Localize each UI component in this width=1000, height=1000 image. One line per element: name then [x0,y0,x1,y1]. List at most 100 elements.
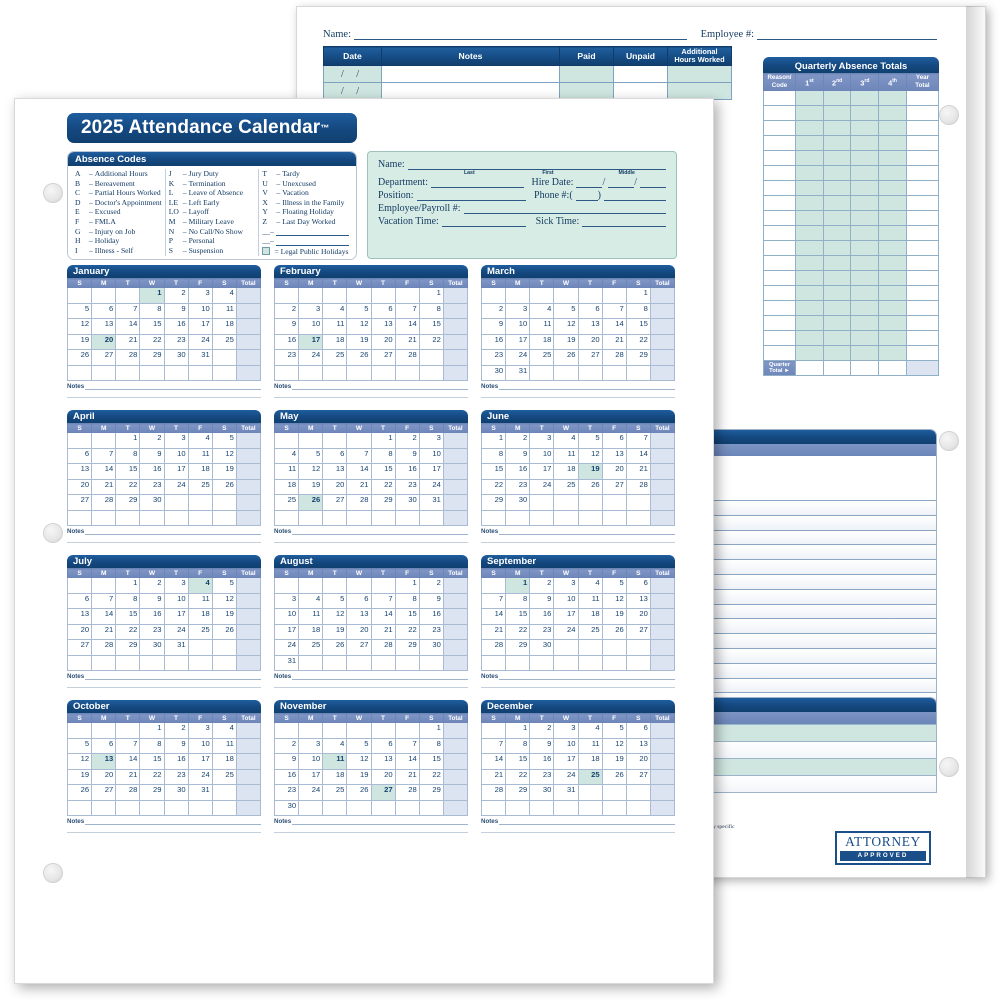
week-total-cell[interactable] [649,623,676,640]
day-cell[interactable]: 6 [66,592,93,609]
day-cell[interactable]: 11 [211,302,237,319]
table-row[interactable] [763,225,940,241]
week-total-cell[interactable] [235,447,262,464]
day-cell[interactable]: 11 [187,447,213,464]
day-cell[interactable]: 20 [370,768,396,785]
day-cell[interactable]: 15 [139,753,165,770]
day-cell[interactable]: 24 [163,478,189,495]
phone-number-input[interactable] [604,190,666,201]
absence-entry-table[interactable]: Date Notes Paid Unpaid Additional Hours … [323,46,732,100]
week-total-cell[interactable] [442,592,469,609]
day-cell[interactable]: 14 [394,753,420,770]
q3-cell[interactable] [850,120,880,136]
day-cell[interactable]: 2 [273,302,300,319]
day-cell[interactable]: 21 [115,768,141,785]
week-total-cell[interactable] [235,768,262,785]
day-cell[interactable]: 8 [625,302,651,319]
table-row[interactable] [763,150,940,166]
day-cell[interactable]: 21 [480,623,507,640]
reason-code-cell[interactable] [763,300,796,316]
year-total-cell[interactable] [905,315,940,331]
day-cell[interactable]: 25 [187,623,213,640]
q2-cell[interactable] [822,135,852,151]
month-notes-field[interactable] [292,528,468,535]
q2-cell[interactable] [822,315,852,331]
day-cell[interactable]: 1 [505,577,531,594]
day-cell[interactable]: 12 [577,447,603,464]
month-calendar-table[interactable]: S M T W T F S Total 1 2 3 4 5 6 7 8 9 10 11 12 13 14 15 16 17 18 1… [480,278,676,381]
q2-cell[interactable] [822,345,852,361]
day-cell[interactable]: 6 [322,447,348,464]
employee-number-field[interactable] [757,29,937,40]
q1-cell[interactable] [795,330,824,346]
day-cell[interactable]: 10 [273,608,300,625]
day-cell[interactable]: 21 [394,333,420,350]
day-cell[interactable]: 24 [553,623,579,640]
day-cell[interactable]: 22 [394,623,420,640]
month-notes-line[interactable]: Notes [67,528,261,535]
table-row[interactable] [763,120,940,136]
day-cell[interactable]: 19 [322,623,348,640]
day-cell[interactable]: 28 [370,639,396,656]
day-cell[interactable]: 15 [505,608,531,625]
day-cell[interactable]: 6 [625,722,651,739]
day-cell[interactable]: 31 [187,784,213,801]
hire-day-input[interactable] [608,177,635,188]
day-cell[interactable]: 19 [298,478,324,495]
day-cell[interactable]: 6 [370,737,396,754]
year-total-cell[interactable] [905,240,940,256]
day-cell[interactable]: 27 [625,623,651,640]
day-cell[interactable]: 12 [601,592,627,609]
day-cell[interactable]: 31 [163,639,189,656]
week-total-cell[interactable] [649,639,676,656]
day-cell[interactable]: 30 [529,639,555,656]
entry-additional-hours-cell[interactable] [667,65,732,83]
day-cell[interactable]: 2 [505,432,531,449]
week-total-cell[interactable] [442,318,469,335]
day-cell[interactable]: 16 [394,463,420,480]
day-cell[interactable]: 10 [163,592,189,609]
day-cell[interactable]: 30 [418,639,444,656]
table-row[interactable] [763,270,940,286]
day-cell[interactable]: 6 [346,592,372,609]
day-cell[interactable]: 10 [298,753,324,770]
week-total-cell[interactable] [235,364,262,381]
q1-cell[interactable] [795,240,824,256]
hire-year-input[interactable] [640,177,666,188]
week-total-cell[interactable] [442,287,469,304]
day-cell[interactable]: 10 [163,447,189,464]
day-cell[interactable]: 28 [115,784,141,801]
day-cell[interactable]: 26 [346,784,372,801]
q3-cell[interactable] [850,315,880,331]
week-total-cell[interactable] [649,799,676,816]
q3-cell[interactable] [850,225,880,241]
day-cell[interactable]: 21 [625,463,651,480]
month-calendar-table[interactable]: S M T W T F S Total 1 2 3 4 5 6 7 8 9 10 11 12 13 14 15 16 17 18 1… [480,713,676,816]
day-cell[interactable]: 24 [273,639,300,656]
day-cell[interactable]: 16 [163,318,189,335]
day-cell[interactable]: 17 [553,608,579,625]
reason-code-cell[interactable] [763,180,796,196]
reason-code-cell[interactable] [763,105,796,121]
day-cell[interactable]: 28 [91,639,117,656]
month-notes-line-2[interactable] [67,828,261,833]
day-cell[interactable]: 17 [273,623,300,640]
month-notes-field[interactable] [292,818,468,825]
q4-cell[interactable] [878,150,907,166]
day-cell[interactable]: 31 [187,349,213,366]
q2-cell[interactable] [822,120,852,136]
q1-cell[interactable] [795,165,824,181]
day-cell[interactable]: 1 [625,287,651,304]
q3-total-cell[interactable] [850,360,880,376]
week-total-cell[interactable] [442,447,469,464]
week-total-cell[interactable] [649,737,676,754]
q1-cell[interactable] [795,120,824,136]
day-cell[interactable]: 1 [139,722,165,739]
day-cell[interactable]: 19 [211,463,237,480]
week-total-cell[interactable] [442,768,469,785]
month-notes-line-2[interactable] [67,538,261,543]
month-notes-line-2[interactable] [274,828,468,833]
day-cell[interactable]: 2 [139,577,165,594]
q4-cell[interactable] [878,330,907,346]
week-total-cell[interactable] [649,478,676,495]
